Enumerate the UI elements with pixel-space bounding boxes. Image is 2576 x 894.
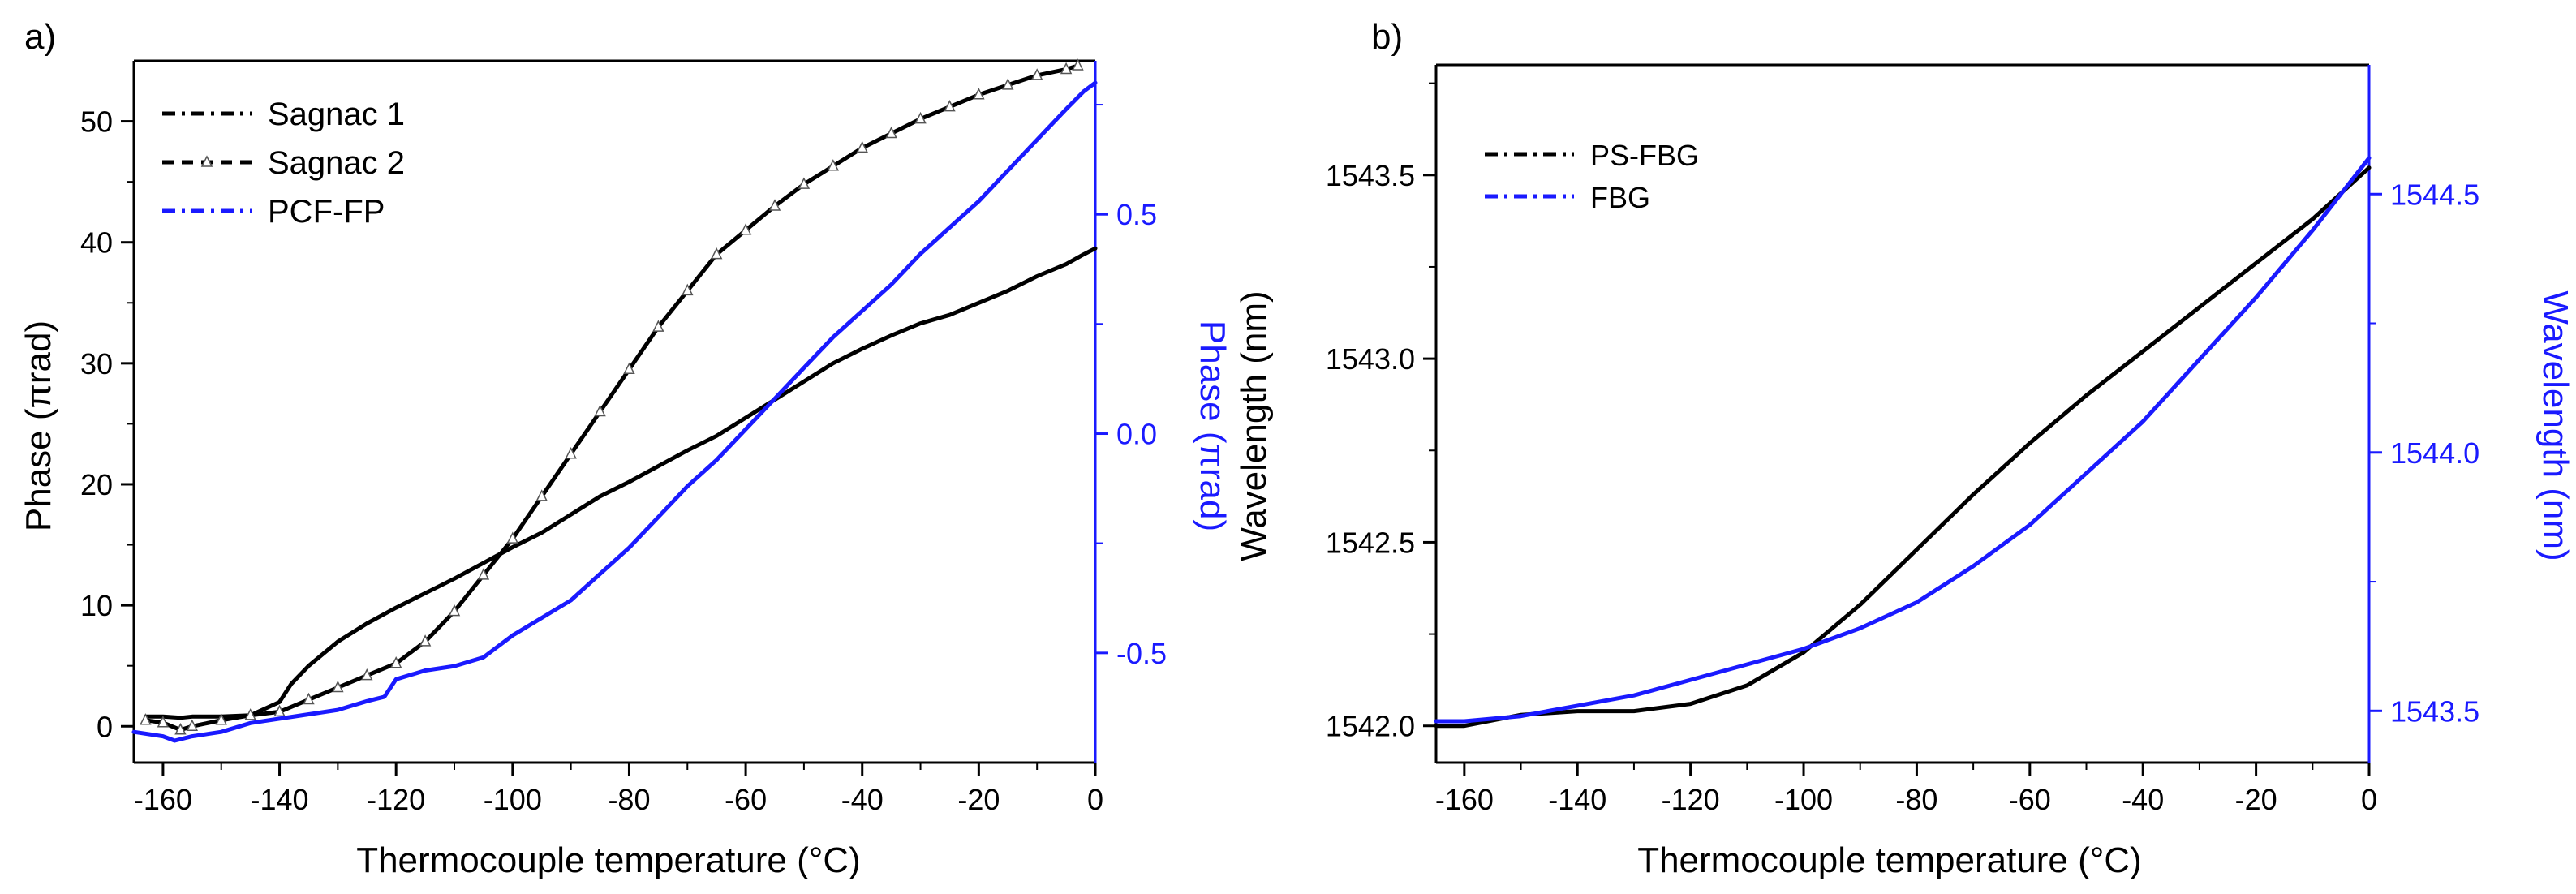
panel-a-series-sagnac-2-point [914, 111, 927, 124]
panel-a-legend-label-sagnac-2: Sagnac 2 [268, 145, 405, 181]
panel-b-legend-label-fbg: FBG [1590, 181, 1650, 214]
panel-b-y-tick-label: 1543.0 [1326, 342, 1415, 376]
panel-a-series-sagnac-2-point [1002, 78, 1014, 90]
panel-a-series-sagnac-2-point [174, 723, 187, 735]
panel-a-plot-area: -160 -140 -120 -100 -80 -60 -40 -20 0 0 10 20 30 40 50… [80, 58, 1167, 816]
panel-b: b) Thermocouple temperature (°C) Wavelen… [1234, 17, 2575, 880]
panel-a-y2-tick-label: 0.0 [1116, 418, 1157, 451]
panel-a-x-axis-label: Thermocouple temperature (°C) [356, 840, 861, 880]
panel-a-series-sagnac-2-point [477, 568, 490, 580]
panel-a-series-pcf-fp-line [131, 80, 1098, 743]
panel-b-x-tick-label: -20 [2235, 783, 2277, 816]
panel-a-legend-marker-sagnac-2 [200, 155, 213, 167]
panel-a-series-sagnac-2-point [565, 447, 577, 459]
panel-a-x-tick-label: -80 [608, 783, 650, 816]
panel-b-y-tick-label: 1542.5 [1326, 526, 1415, 559]
panel-a-series-sagnac-2-point [244, 708, 256, 720]
panel-a-series-sagnac-2-point [739, 223, 752, 235]
panel-a-series-sagnac-2-point [973, 88, 985, 100]
panel-a-x-tick-label: -60 [725, 783, 767, 816]
panel-a-legend-label-pcf-fp: PCF-FP [268, 194, 385, 230]
panel-b-series-fbg-line [1434, 156, 2372, 724]
panel-a-x-tick-label: -100 [484, 783, 542, 816]
panel-a-y2-tick-label: 0.5 [1116, 198, 1157, 231]
panel-a-series-sagnac-2-point [332, 680, 344, 693]
panel-a-series-sagnac-2-point [506, 531, 519, 544]
panel-a-series-sagnac-2-point [594, 404, 606, 417]
panel-a-series-pcf-fp [131, 80, 1098, 743]
panel-a-right-y-axis-label: Phase (πrad) [1193, 320, 1232, 531]
panel-a-series-sagnac-2-point [885, 126, 897, 139]
panel-b-x-axis-label: Thermocouple temperature (°C) [1637, 840, 2142, 880]
panel-a-y-tick-label: 10 [80, 589, 113, 622]
panel-b-y2-tick-label: 1544.5 [2390, 178, 2479, 211]
panel-b-left-y-axis-label: Wavelength (nm) [1234, 290, 1274, 561]
panel-a-x-tick-label: -140 [251, 783, 309, 816]
panel-a-series-sagnac-2-point [944, 99, 956, 112]
panel-b-right-y-axis-label: Wavelength (nm) [2535, 290, 2575, 561]
panel-a-y-tick-label: 30 [80, 347, 113, 380]
panel-b-x-tick-label: -80 [1895, 783, 1937, 816]
panel-a-series-sagnac-1 [143, 246, 1098, 720]
panel-a-series-sagnac-2-point [140, 713, 152, 725]
panel-a-series-sagnac-2-point [1060, 62, 1073, 75]
panel-a-series-sagnac-2-point [827, 159, 840, 171]
panel-b-legend-label-ps-fbg: PS-FBG [1590, 139, 1699, 172]
panel-a-x-tick-label: -120 [367, 783, 425, 816]
panel-b-x-tick-label: -40 [2122, 783, 2164, 816]
panel-a-y-tick-label: 20 [80, 468, 113, 501]
panel-a-series-sagnac-2-point [448, 604, 461, 617]
panel-a-x-tick-label: -160 [134, 783, 192, 816]
panel-b-plot-area: -160 -140 -120 -100 -80 -60 -40 -20 0 1542.0 1542.… [1326, 63, 2479, 816]
panel-a-y-tick-label: 0 [97, 710, 113, 743]
panel-b-series-ps-fbg-line [1434, 165, 2372, 729]
panel-b-x-tick-label: -160 [1435, 783, 1494, 816]
panel-b-legend: PS-FBG FBG [1485, 139, 1699, 214]
panel-a-series-sagnac-2-point [856, 140, 868, 153]
panel-a-series-sagnac-2-point [186, 719, 199, 732]
panel-b-x-tick-label: -100 [1774, 783, 1833, 816]
panel-a-series-sagnac-2-point [710, 247, 723, 260]
panel-a-series-sagnac-2-point [273, 704, 286, 717]
panel-b-y2-tick-label: 1544.0 [2390, 436, 2479, 470]
panel-a-legend: Sagnac 1 Sagnac 2 PCF-FP [162, 97, 405, 230]
panel-a-series-sagnac-2 [140, 58, 1084, 735]
panel-a-y-tick-label: 50 [80, 105, 113, 139]
panel-a-series-sagnac-2-point [1030, 68, 1043, 80]
panel-b-x-tick-label: 0 [2361, 783, 2377, 816]
panel-a-series-sagnac-2-point [682, 283, 694, 296]
panel-b-x-tick-label: -60 [2009, 783, 2051, 816]
panel-a-x-tick-label: -40 [841, 783, 884, 816]
panel-a-series-sagnac-2-point [1072, 58, 1084, 71]
panel-b-x-tick-label: -140 [1548, 783, 1606, 816]
panel-a-series-sagnac-1-line [143, 246, 1098, 720]
panel-b-y-tick-label: 1542.0 [1326, 710, 1415, 743]
panel-a-series-sagnac-2-point [419, 634, 432, 647]
panel-a-x-tick-label: -20 [957, 783, 1000, 816]
panel-a-series-sagnac-2-point [303, 692, 315, 705]
panel-a-series-sagnac-2-point [623, 362, 635, 375]
panel-a-y-tick-label: 40 [80, 226, 113, 260]
panel-b-x-tick-label: -120 [1662, 783, 1720, 816]
panel-a-series-sagnac-2-point [157, 716, 170, 728]
panel-a-series-sagnac-2-point [768, 199, 781, 211]
panel-a-series-sagnac-2-point [535, 489, 548, 501]
panel-a-label: a) [24, 17, 56, 57]
panel-b-label: b) [1371, 17, 1403, 57]
panel-a-series-sagnac-2-point [389, 656, 402, 668]
panel-a: a) Thermocouple temperature (°C) Phase (… [19, 17, 1232, 880]
panel-a-legend-label-sagnac-1: Sagnac 1 [268, 97, 405, 132]
panel-b-series-ps-fbg [1434, 165, 2372, 729]
panel-b-y-tick-label: 1543.5 [1326, 159, 1415, 192]
panel-b-y2-tick-label: 1543.5 [2390, 694, 2479, 728]
panel-a-series-sagnac-2-point [652, 320, 664, 332]
panel-a-series-sagnac-2-point [361, 668, 373, 681]
panel-a-series-sagnac-2-point [215, 713, 227, 725]
panel-a-series-sagnac-2-point [798, 177, 811, 189]
panel-a-left-y-axis-label: Phase (πrad) [19, 320, 58, 531]
panel-a-y2-tick-label: -0.5 [1116, 637, 1167, 670]
panel-a-x-tick-label: 0 [1087, 783, 1103, 816]
panel-b-series-fbg [1434, 156, 2372, 724]
